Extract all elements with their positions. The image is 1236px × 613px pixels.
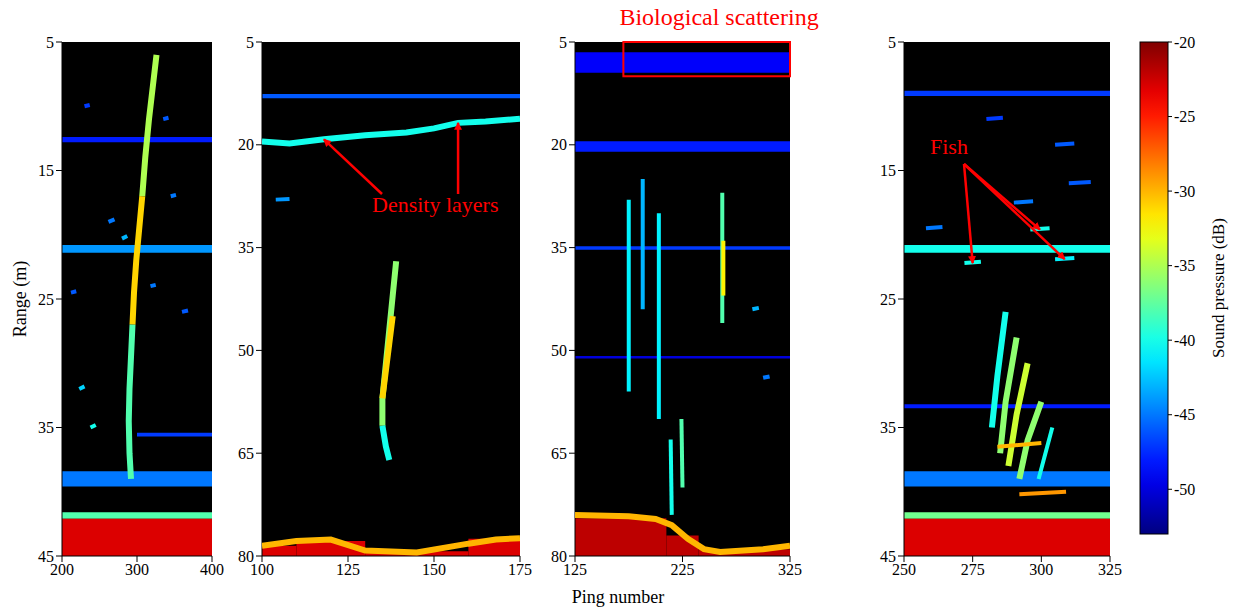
svg-text:45: 45 [880,548,896,565]
svg-text:25: 25 [38,291,54,308]
svg-text:5: 5 [559,34,567,51]
svg-text:225: 225 [671,561,695,578]
svg-text:-25: -25 [1174,108,1195,125]
svg-text:50: 50 [238,342,254,359]
svg-text:35: 35 [38,419,54,436]
svg-text:Fish: Fish [930,134,968,159]
svg-text:125: 125 [336,561,360,578]
svg-text:5: 5 [888,34,896,51]
svg-text:80: 80 [551,548,567,565]
svg-text:325: 325 [778,561,802,578]
svg-text:-20: -20 [1174,34,1195,51]
svg-text:-30: -30 [1174,183,1195,200]
svg-text:Biological scattering: Biological scattering [619,4,818,30]
svg-text:50: 50 [551,342,567,359]
svg-text:5: 5 [246,34,254,51]
svg-text:65: 65 [238,445,254,462]
svg-text:15: 15 [880,162,896,179]
svg-text:20: 20 [551,136,567,153]
svg-text:25: 25 [880,291,896,308]
svg-text:-50: -50 [1174,481,1195,498]
svg-text:325: 325 [1098,561,1122,578]
svg-text:35: 35 [880,419,896,436]
svg-text:250: 250 [892,561,916,579]
svg-text:Density layers: Density layers [372,192,498,217]
svg-text:Ping number: Ping number [572,587,665,607]
svg-text:-45: -45 [1174,406,1195,423]
svg-text:35: 35 [551,239,567,256]
svg-text:175: 175 [508,561,532,578]
svg-text:Sound pressure (dB): Sound pressure (dB) [1209,218,1228,358]
svg-text:300: 300 [1029,561,1053,578]
svg-text:-40: -40 [1174,332,1195,349]
svg-text:300: 300 [125,561,149,578]
svg-text:100: 100 [250,561,274,579]
svg-text:-35: -35 [1174,257,1195,274]
svg-text:80: 80 [238,548,254,565]
svg-text:35: 35 [238,239,254,256]
svg-text:20: 20 [238,136,254,153]
svg-text:275: 275 [961,561,985,578]
svg-text:5: 5 [46,34,54,51]
svg-text:200: 200 [50,561,74,579]
svg-text:Range (m): Range (m) [10,261,31,337]
svg-text:125: 125 [563,561,587,579]
svg-text:400: 400 [200,561,224,578]
svg-text:15: 15 [38,162,54,179]
svg-text:150: 150 [422,561,446,578]
svg-text:45: 45 [38,548,54,565]
svg-text:65: 65 [551,445,567,462]
